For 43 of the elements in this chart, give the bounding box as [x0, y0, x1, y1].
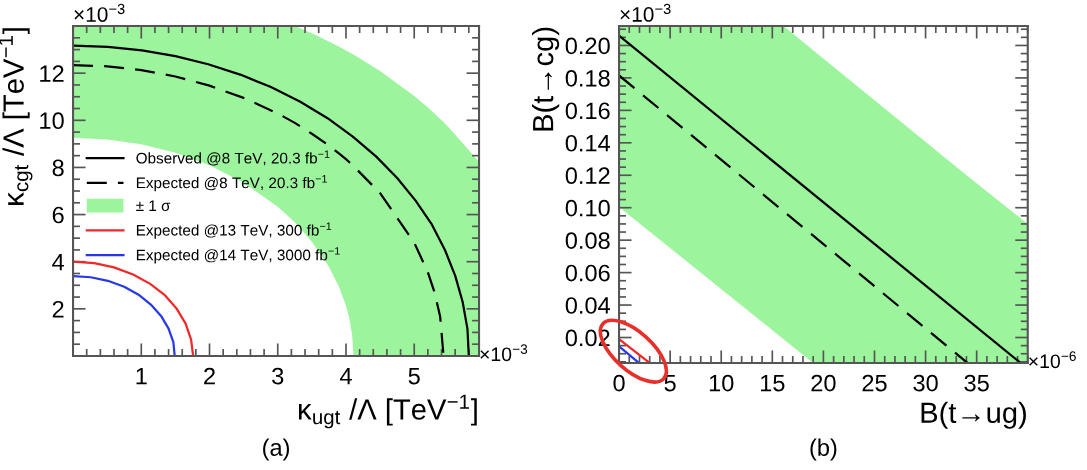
text: ×10$^{−3}$ — [74, 3, 125, 22]
y-tick-label: 4 — [52, 254, 65, 271]
y-tick-label: 2 — [52, 300, 64, 318]
x-tick-label: 15 — [760, 374, 785, 392]
legend-label: Expected @8 TeV, 20.3 fb$^{−1}$ — [136, 175, 327, 192]
x-tick-label: 0 — [613, 374, 625, 392]
y-tick-label: 6 — [52, 206, 64, 224]
text: ×10$^{−3}$ — [620, 3, 671, 22]
annotation: ± 1 σ — [136, 200, 171, 212]
x-tick-label: 2 — [204, 367, 215, 385]
x-tick-label: 10 — [709, 374, 734, 392]
y-axis-title: B(t→cg) — [532, 27, 560, 131]
x-tick-label: 1 — [136, 367, 147, 385]
x-tick-label: 25 — [862, 374, 887, 392]
legend-label: Expected @13 TeV, 300 fb$^{−1}$ — [136, 222, 332, 239]
text: ×10$^{−6}$ — [1029, 351, 1076, 369]
text: (b) — [810, 438, 837, 461]
legend-label: Observed @8 TeV, 20.3 fb$^{−1}$ — [136, 150, 330, 166]
x-tick-label: 4 — [339, 367, 352, 385]
y-tick-label: 8 — [52, 159, 64, 177]
y-tick-label: 10 — [40, 112, 64, 130]
y-tick-label: 0.14 — [565, 134, 611, 152]
x-tick-label: 35 — [964, 374, 989, 392]
x-tick-label: 20 — [811, 374, 836, 392]
legend-label: Expected @14 TeV, 3000 fb$^{−1}$ — [136, 247, 340, 264]
y-tick-label: 0.12 — [565, 167, 610, 185]
y-tick-label: 0.18 — [565, 69, 610, 87]
y-tick-label: 0.16 — [565, 102, 610, 120]
x-axis-title: B(t→ug) — [921, 401, 1026, 429]
line-series — [73, 274, 176, 356]
x-axis-title: κ$_{ugt}$ /Λ [TeV$^{−1}$] — [299, 394, 477, 429]
x-tick-label: 5 — [408, 367, 420, 385]
x-tick-label: 3 — [272, 367, 284, 385]
y-tick-label: 0.04 — [565, 297, 611, 314]
x-tick-label: 30 — [913, 374, 938, 392]
y-tick-label: 0.20 — [565, 37, 610, 55]
text: (a) — [263, 438, 290, 461]
y-tick-label: 12 — [40, 65, 64, 82]
y-tick-label: 0.10 — [565, 199, 610, 217]
line-series — [619, 74, 969, 363]
y-tick-label: 0.06 — [565, 264, 610, 282]
y-tick-label: 0.08 — [565, 232, 610, 249]
text: ×10$^{−3}$ — [480, 344, 528, 362]
